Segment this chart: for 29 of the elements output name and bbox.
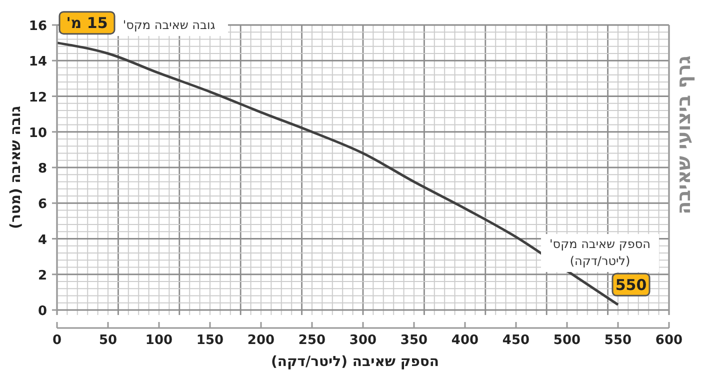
x-tick-label: 150 [196,333,224,348]
x-tick-label: 250 [298,333,326,348]
x-tick-label: 400 [451,333,479,348]
text: גרף ביצועי שאיבה [673,56,695,214]
y-tick-label: 12 [28,90,47,106]
annotation: הספק שאיבה מקס' (ליטר/דקה) [550,237,650,268]
x-axis-title: הספק שאיבה (ליטר/דקה) [270,354,440,370]
x-tick-label: 200 [247,333,275,348]
annotation: גובה שאיבה מקס' [122,18,216,32]
x-tick-label: 50 [98,333,118,348]
annotation: 15 מ' [66,14,108,32]
x-tick-label: 350 [400,333,428,348]
y-tick-label: 14 [28,54,47,70]
x-tick-label: 500 [553,333,581,348]
x-tick-label: 450 [502,333,530,348]
x-tick-label: 300 [349,333,377,348]
x-tick-label: 550 [604,333,632,348]
x-tick-label: 0 [52,333,62,348]
y-tick-label: 16 [28,19,47,34]
y-tick-label: 10 [28,126,47,141]
annotation: 550 [615,276,647,294]
y-tick-label: 0 [38,304,47,319]
x-tick-label: 600 [655,333,683,348]
y-tick-label: 6 [38,197,47,212]
y-tick-label: 8 [38,162,47,176]
x-tick-label: 100 [145,333,173,348]
y-tick-label: 4 [38,232,47,248]
y-axis-title: גובה שאיבה (מטר) [8,106,24,229]
y-tick-label: 2 [38,268,47,284]
